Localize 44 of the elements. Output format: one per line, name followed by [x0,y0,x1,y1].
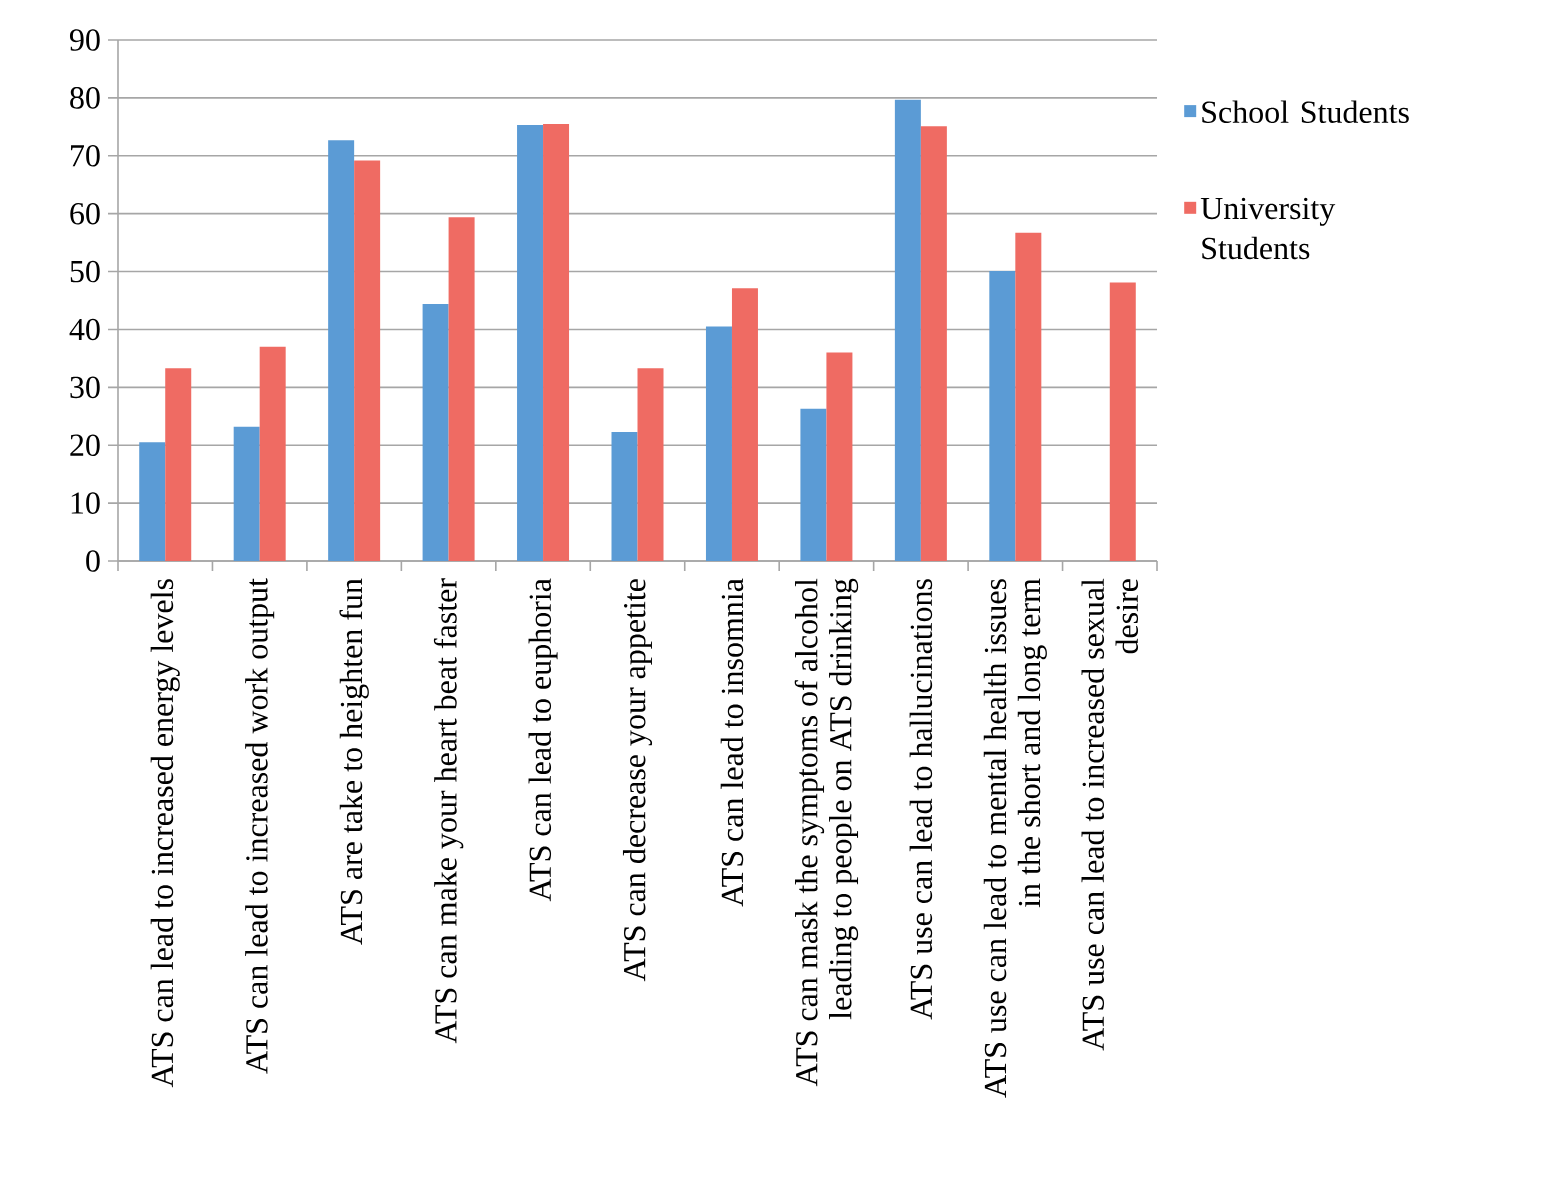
y-tick-label: 70 [71,145,100,167]
y-tick-label: 80 [70,87,100,109]
bar [705,326,732,562]
x-tick-label: ATS are take to heighten fun [339,578,369,945]
bar [611,431,638,562]
y-tick-label: 60 [70,202,100,225]
x-tick-label: ATS can mask the symptoms of alcohol leading to people on ATS drinking [794,578,859,1087]
x-tick-label: ATS can lead to increased energy levels [150,579,180,1088]
x-tick-label: ATS can lead to insomnia [720,578,744,907]
x-tick-label: ATS use can lead to mental health issues in the short and long term [983,578,1047,1098]
legend-label: School Students [1202,100,1409,124]
bar [826,352,853,562]
x-tick-label: ATS can lead to euphoria [528,578,558,902]
y-tick-label: 40 [69,318,100,341]
bar [165,368,192,562]
bar [448,217,475,562]
x-tick-label: ATS use can lead to increased sexual desire [1081,578,1139,1051]
bar [989,270,1016,562]
bar [543,123,570,562]
x-tick-label: ATS can lead to increased work output [245,578,275,1074]
legend-label: University Students [1200,197,1336,260]
bar [422,303,449,562]
bar [894,99,921,562]
x-tick-label: ATS can decrease your appetite [622,579,653,982]
bar [1109,282,1136,562]
bar [354,160,381,562]
x-tick-label: ATS can make your heart beat faster [433,578,464,1044]
bar [800,408,827,562]
bar [731,288,758,562]
bar [517,125,544,562]
bar [637,368,664,562]
bar [139,442,166,562]
bar [259,346,286,562]
bar [1015,232,1042,562]
x-tick-label: ATS use can lead to hallucinations [909,579,933,1020]
y-tick-label: 10 [71,492,100,514]
y-tick-label: 30 [70,376,100,399]
y-tick-label: 90 [69,29,100,51]
y-tick-label: 0 [86,550,100,572]
y-tick-label: 50 [70,260,100,283]
y-tick-label: 20 [70,434,100,457]
bar [328,140,355,562]
bar [233,426,260,562]
bar [920,126,947,562]
